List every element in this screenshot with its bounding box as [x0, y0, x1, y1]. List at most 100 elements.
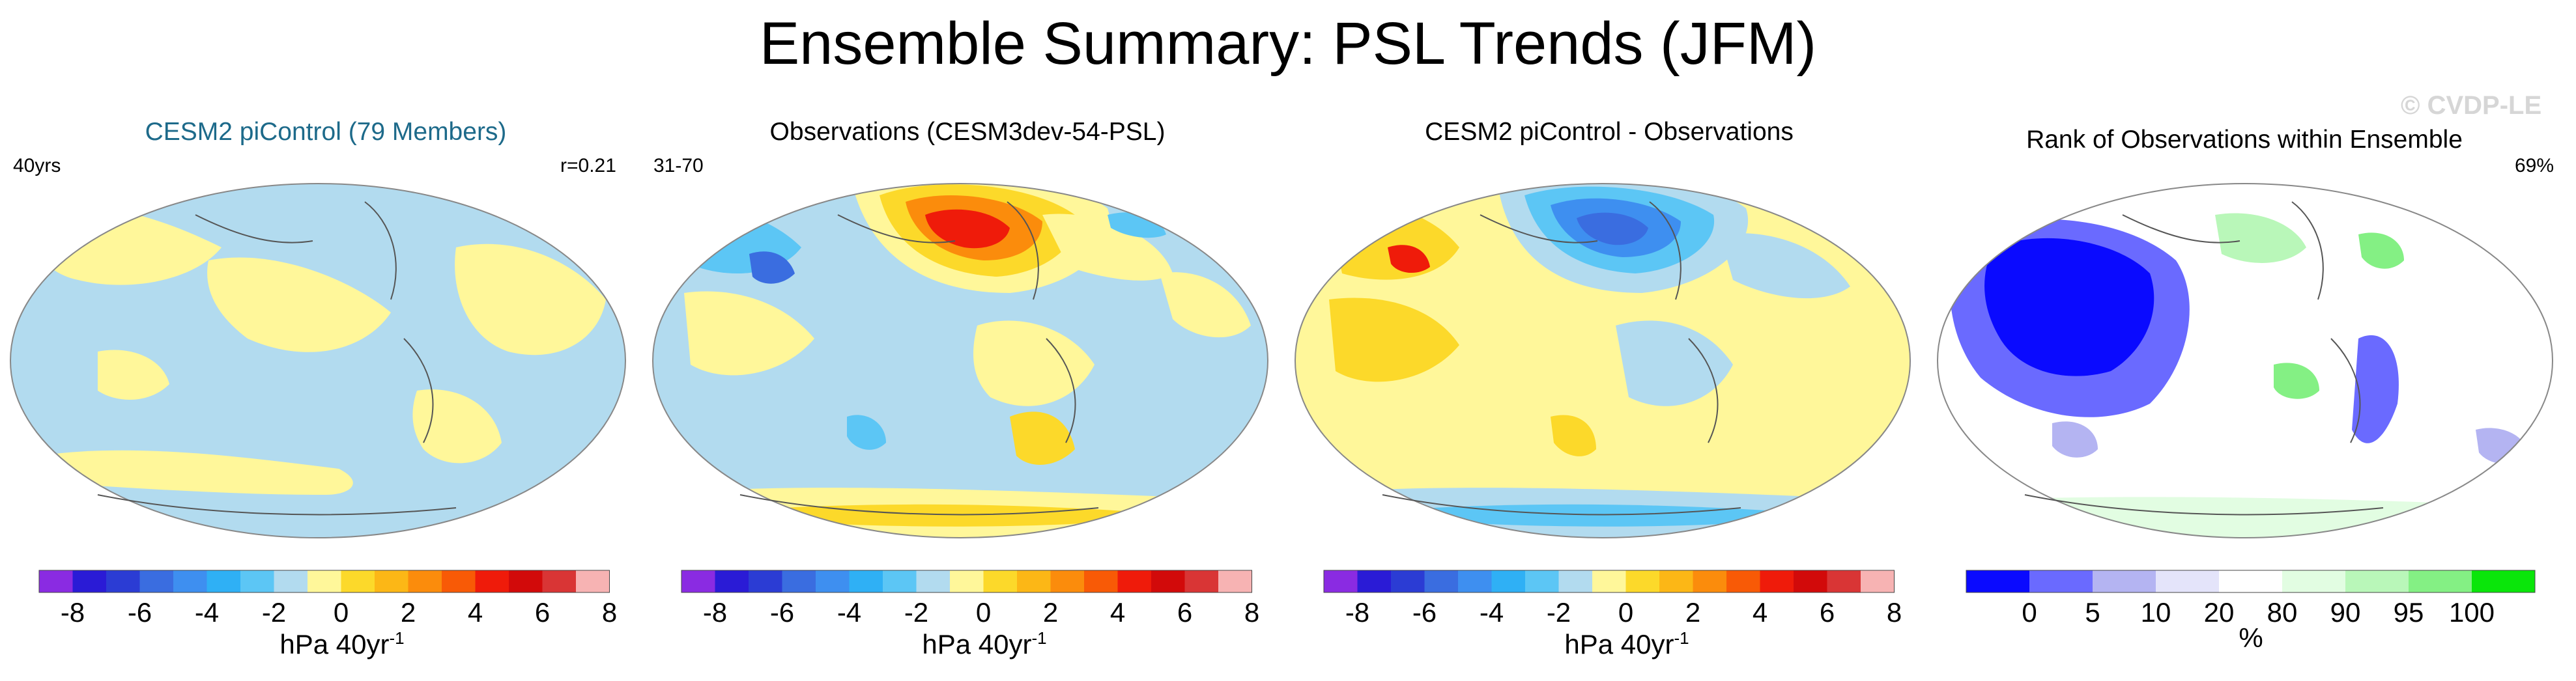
colorbar-swatch: [1861, 570, 1895, 592]
panel-1-title: CESM2 piControl (79 Members): [145, 118, 507, 146]
colorbar-swatch: [542, 570, 577, 592]
colorbar-swatch: [1324, 570, 1358, 592]
colorbar-swatch: [1491, 570, 1526, 592]
colorbar-swatch: [1458, 570, 1492, 592]
colorbar-swatch: [1693, 570, 1727, 592]
colorbar-swatch: [1357, 570, 1392, 592]
colorbar-tick-label: 10: [2140, 597, 2171, 628]
colorbar-swatch: [1659, 570, 1693, 592]
colorbar-outline: [1323, 570, 1895, 593]
panel-2-ensemble-label: 31-70: [653, 155, 704, 176]
colorbar-swatch: [1794, 570, 1827, 592]
colorbar-swatch: [240, 570, 274, 592]
colorbar-tick-label: 4: [467, 597, 483, 628]
panel-1-map: [10, 183, 626, 538]
colorbar-tick-label: -2: [904, 597, 929, 628]
main-title: Ensemble Summary: PSL Trends (JFM): [759, 10, 1817, 77]
colorbar-tick-label: 4: [1109, 597, 1126, 628]
colorbar-swatch: [1151, 570, 1185, 592]
colorbar-swatch: [2472, 570, 2536, 592]
colorbar-swatch: [1391, 570, 1425, 592]
colorbar-swatch: [72, 570, 107, 592]
colorbar-swatch: [106, 570, 140, 592]
colorbar-rank: [1966, 570, 2536, 593]
colorbar-swatch: [883, 570, 917, 592]
colorbar-swatch: [274, 570, 308, 592]
colorbar-swatch: [749, 570, 782, 592]
colorbar-tick-label: 95: [2393, 597, 2424, 628]
colorbar-swatch: [1760, 570, 1794, 592]
colorbar-swatch: [139, 570, 174, 592]
colorbar-tick-label: -6: [1412, 597, 1437, 628]
colorbar-swatch: [1050, 570, 1085, 592]
colorbar-swatch: [2409, 570, 2472, 592]
colorbar-tick-label: -4: [194, 597, 220, 628]
colorbar-swatch: [1726, 570, 1760, 592]
colorbar-tick-label: 0: [333, 597, 349, 628]
panel-4-map: [1937, 183, 2553, 538]
colorbar-swatch: [475, 570, 509, 592]
colorbar-tick-label: 80: [2267, 597, 2298, 628]
colorbar-unit-3: hPa 40yr-1: [1564, 628, 1689, 660]
colorbar-tick-label: 6: [534, 597, 551, 628]
colorbar-swatch: [1184, 570, 1219, 592]
colorbar-swatch: [1017, 570, 1051, 592]
panel-1-period-label: 40yrs: [13, 155, 61, 176]
colorbar-swatch: [308, 570, 341, 592]
colorbar-swatch: [341, 570, 375, 592]
colorbar-tick-label: 90: [2330, 597, 2361, 628]
colorbar-swatch: [2093, 570, 2156, 592]
colorbar-swatch: [849, 570, 883, 592]
colorbar-tick-label: -6: [127, 597, 152, 628]
colorbar-unit-rank: %: [2239, 622, 2263, 653]
colorbar-tick-label: 8: [1244, 597, 1260, 628]
colorbar-tick-label: 100: [2448, 597, 2495, 628]
panel-2-title: Observations (CESM3dev-54-PSL): [769, 118, 1166, 146]
colorbar-tick-label: 4: [1752, 597, 1768, 628]
panel-1-correlation-label: r=0.21: [560, 155, 616, 176]
colorbar-swatch: [715, 570, 749, 592]
colorbar-swatch: [2156, 570, 2220, 592]
colorbar-tick-label: 8: [1886, 597, 1902, 628]
colorbar-tick-label: -2: [1546, 597, 1571, 628]
colorbar-unit-1: hPa 40yr-1: [279, 628, 405, 660]
colorbar-trend-2: [681, 570, 1252, 593]
colorbar-swatch: [916, 570, 951, 592]
colorbar-swatch: [816, 570, 850, 592]
colorbar-tick-label: 0: [1618, 597, 1634, 628]
colorbar-swatch: [782, 570, 816, 592]
colorbar-swatch: [1966, 570, 2030, 592]
colorbar-tick-label: 2: [400, 597, 416, 628]
colorbar-trend-1: [38, 570, 610, 593]
colorbar-tick-label: -4: [837, 597, 862, 628]
colorbar-swatch: [2345, 570, 2409, 592]
panel-3-title: CESM2 piControl - Observations: [1425, 118, 1794, 146]
colorbar-swatch: [1592, 570, 1626, 592]
colorbar-tick-label: -4: [1479, 597, 1504, 628]
watermark: © CVDP-LE: [2401, 91, 2542, 120]
panel-3-map: [1295, 183, 1911, 538]
colorbar-swatch: [1525, 570, 1559, 592]
colorbar-tick-label: 2: [1042, 597, 1059, 628]
colorbar-outline: [681, 570, 1252, 593]
colorbar-swatch: [1827, 570, 1861, 592]
colorbar-tick-label: 5: [2085, 597, 2100, 628]
colorbar-swatch: [983, 570, 1018, 592]
colorbar-tick-label: 8: [601, 597, 618, 628]
colorbar-swatch: [442, 570, 476, 592]
colorbar-tick-label: 0: [975, 597, 992, 628]
panel-4-percent-label: 69%: [2515, 155, 2555, 176]
colorbar-swatch: [2029, 570, 2093, 592]
colorbar-tick-label: 20: [2203, 597, 2235, 628]
colorbar-swatch: [1558, 570, 1593, 592]
colorbar-swatch: [509, 570, 543, 592]
colorbar-tick-label: 6: [1177, 597, 1193, 628]
colorbar-tick-label: -2: [261, 597, 287, 628]
colorbar-swatch: [408, 570, 442, 592]
colorbar-swatch: [2219, 570, 2283, 592]
colorbar-tick-label: 2: [1685, 597, 1701, 628]
colorbar-trend-3: [1323, 570, 1895, 593]
colorbar-tick-label: -6: [769, 597, 795, 628]
colorbar-swatch: [1218, 570, 1252, 592]
colorbar-tick-label: -8: [60, 597, 85, 628]
